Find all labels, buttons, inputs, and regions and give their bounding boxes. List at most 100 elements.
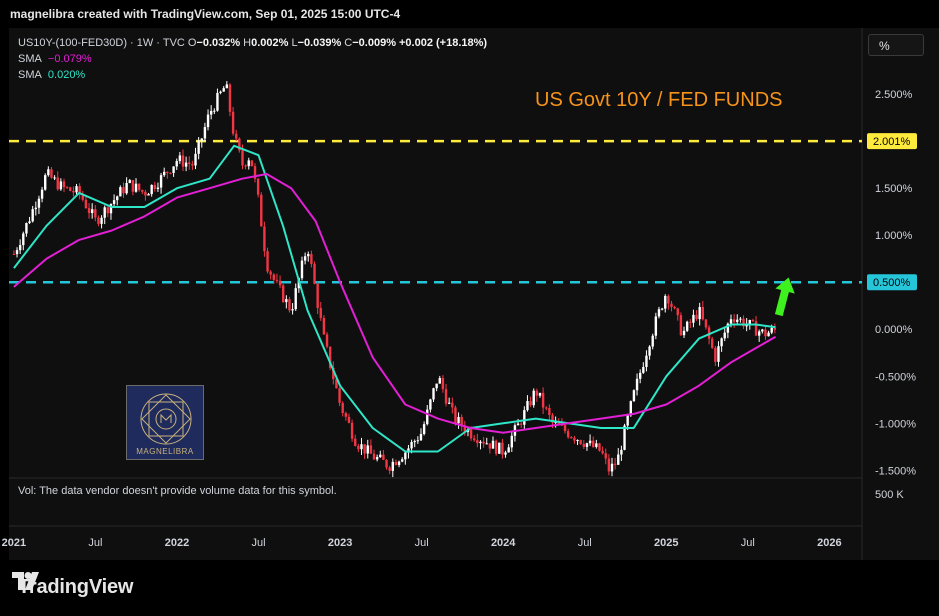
- candle-body: [203, 127, 207, 139]
- candle-body: [281, 285, 285, 303]
- candle-body: [90, 209, 94, 214]
- candle-body: [723, 332, 726, 339]
- candle-body: [163, 171, 166, 176]
- candle-body: [494, 440, 498, 454]
- candle-body: [22, 233, 25, 246]
- y-tick-label: -0.500%: [875, 371, 916, 383]
- candle-body: [122, 187, 125, 194]
- candle-body: [169, 172, 172, 174]
- candle-body: [347, 416, 351, 423]
- candle-body: [447, 402, 451, 404]
- candle-body: [523, 410, 526, 425]
- candle-body: [244, 165, 247, 167]
- tradingview-logo-icon: [12, 572, 39, 590]
- symbol-legend-part: H: [243, 37, 252, 49]
- candle-body: [482, 441, 485, 444]
- candle-body: [56, 177, 59, 190]
- candle-body: [657, 309, 661, 317]
- candle-body: [18, 245, 22, 251]
- candle-body: [438, 378, 441, 384]
- candle-body: [654, 316, 658, 336]
- mandala-icon: [140, 393, 192, 445]
- candle-body: [50, 169, 53, 178]
- symbol-legend-part: −0.032%: [196, 37, 241, 49]
- candle-body: [344, 412, 348, 417]
- candle-body: [548, 407, 551, 416]
- candle-body: [504, 452, 507, 455]
- sma-fast-legend[interactable]: SMA −0.079%: [18, 51, 490, 67]
- candle-body: [638, 372, 642, 379]
- percent-scale-button[interactable]: %: [868, 34, 924, 56]
- candle-body: [382, 454, 385, 460]
- candle-body: [623, 425, 626, 450]
- candle-body: [225, 84, 229, 89]
- x-tick-label: Jul: [252, 537, 266, 549]
- candle-body: [53, 177, 56, 179]
- candle-body: [391, 461, 395, 471]
- tradingview-footer[interactable]: TradingView: [12, 572, 133, 602]
- candle-body: [37, 198, 41, 208]
- candle-body: [485, 443, 488, 445]
- candle-body: [726, 323, 730, 333]
- x-tick-label: 2025: [654, 537, 678, 549]
- symbol-legend-part: C: [344, 37, 353, 49]
- candle-body: [366, 445, 369, 454]
- candle-body: [563, 425, 567, 432]
- candle-body: [288, 299, 291, 311]
- candle-body: [328, 346, 332, 368]
- candle-body: [761, 329, 764, 332]
- candle-body: [498, 442, 501, 454]
- up-arrow-annotation: [774, 277, 795, 317]
- candle-body: [698, 307, 701, 320]
- candle-body: [742, 318, 745, 327]
- candle-body: [147, 194, 150, 196]
- candle-body: [178, 155, 182, 162]
- symbol-legend-row[interactable]: US10Y-(100-FED30D) · 1W · TVC O−0.032% H0.002%…: [18, 35, 490, 51]
- candle-body: [12, 253, 16, 255]
- candle-body: [707, 327, 711, 339]
- candle-body: [141, 189, 144, 192]
- candle-body: [557, 422, 560, 425]
- candle-body: [322, 317, 326, 335]
- candle-body: [156, 187, 160, 189]
- candle-body: [44, 175, 47, 190]
- level-badge-label: 0.500%: [873, 277, 911, 289]
- x-tick-label: Jul: [741, 537, 755, 549]
- candle-body: [65, 187, 69, 189]
- candle-body: [78, 186, 81, 194]
- candle-body: [325, 334, 329, 347]
- candle-body: [757, 331, 761, 336]
- candle-body: [479, 441, 482, 444]
- candle-body: [238, 138, 241, 151]
- candle-body: [732, 319, 736, 322]
- candle-body: [303, 256, 307, 261]
- candle-body: [159, 175, 163, 188]
- level-badge-label: 2.001%: [873, 136, 911, 148]
- y-tick-label: 0.000%: [875, 324, 913, 336]
- candle-body: [332, 367, 335, 380]
- sma-slow-line: [13, 173, 777, 434]
- candle-body: [59, 181, 63, 190]
- candle-body: [213, 110, 216, 112]
- candle-body: [664, 295, 667, 309]
- candle-body: [551, 415, 554, 423]
- candle-body: [773, 327, 777, 330]
- candle-body: [313, 263, 316, 284]
- candle-body: [770, 327, 773, 333]
- candle-body: [692, 314, 695, 323]
- candle-body: [588, 440, 592, 444]
- y-tick-label: -1.500%: [875, 465, 916, 477]
- candle-body: [441, 378, 445, 390]
- sma-slow-legend[interactable]: SMA 0.020%: [18, 67, 490, 83]
- candle-body: [595, 443, 598, 447]
- candle-body: [526, 401, 529, 411]
- candle-body: [75, 186, 78, 193]
- symbol-legend-part: L: [291, 37, 298, 49]
- candle-body: [488, 443, 492, 449]
- candle-body: [394, 461, 398, 466]
- candle-body: [541, 392, 545, 408]
- x-tick-label: 2023: [328, 537, 352, 549]
- chart-title: US Govt 10Y / FED FUNDS: [535, 89, 782, 111]
- candle-body: [400, 459, 404, 462]
